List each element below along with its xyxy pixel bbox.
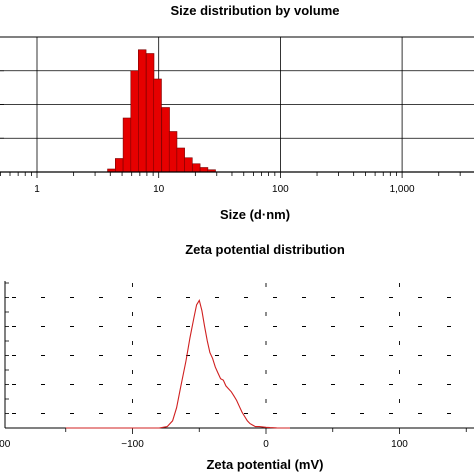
zeta-x-tick-label: 0 xyxy=(263,439,269,450)
zeta-x-tick-label: −200 xyxy=(0,439,11,450)
zeta-series-line xyxy=(65,299,291,429)
size-chart-x-axis-label: Size (d·nm) xyxy=(220,207,290,222)
zeta-chart-x-axis-label: Zeta potential (mV) xyxy=(206,457,323,472)
zeta-x-tick-label: −100 xyxy=(121,439,144,450)
size-chart-bars xyxy=(107,49,216,173)
size-bar xyxy=(145,53,155,173)
zeta-potential-chart: Zeta potential distribution −200 −100 0 100… xyxy=(0,242,474,472)
size-bar xyxy=(176,147,185,173)
size-bar xyxy=(184,157,193,173)
size-bar xyxy=(122,117,132,173)
size-bar xyxy=(130,70,139,173)
size-distribution-chart: Size distribution by volume 1 10 100 1,000 … xyxy=(0,3,474,222)
size-chart-grid xyxy=(0,37,474,172)
size-x-tick-label: 10 xyxy=(153,184,165,195)
size-x-tick-label: 1,000 xyxy=(390,184,415,195)
size-bar xyxy=(168,131,178,173)
size-bar xyxy=(138,49,147,173)
zeta-chart-tick-labels: −200 −100 0 100 xyxy=(0,439,408,450)
size-bar xyxy=(199,167,209,173)
zeta-chart-series xyxy=(65,299,291,429)
size-x-tick-label: 1 xyxy=(34,184,40,195)
size-bar xyxy=(161,107,170,173)
size-x-tick-label: 100 xyxy=(272,184,289,195)
size-chart-tick-labels: 1 10 100 1,000 xyxy=(34,184,415,195)
zeta-chart-title: Zeta potential distribution xyxy=(185,242,345,257)
size-bar xyxy=(153,78,162,173)
zeta-chart-axes xyxy=(4,281,474,434)
zeta-chart-grid xyxy=(12,283,474,428)
size-bar xyxy=(192,163,201,173)
zeta-x-tick-label: 100 xyxy=(391,439,408,450)
size-bar xyxy=(115,158,124,173)
size-chart-axes xyxy=(0,36,474,178)
size-chart-title: Size distribution by volume xyxy=(170,3,339,18)
